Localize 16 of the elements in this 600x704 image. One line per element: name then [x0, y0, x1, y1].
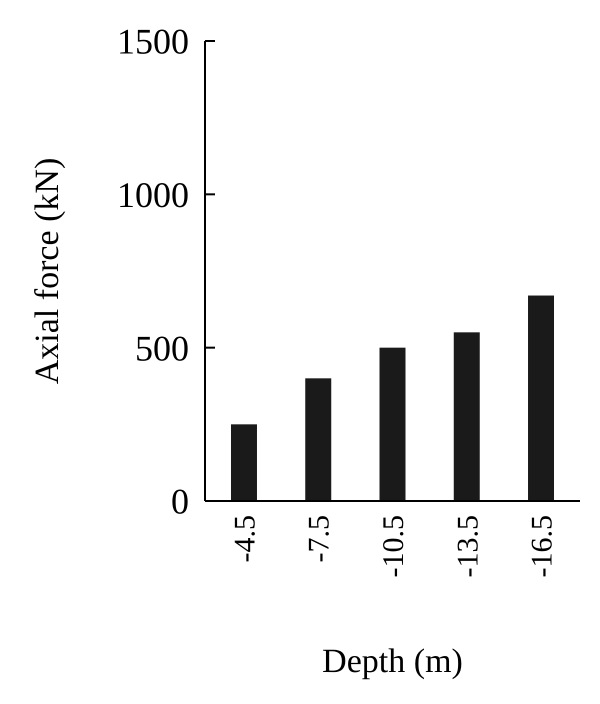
y-tick-label: 1000	[117, 174, 189, 215]
bar	[230, 424, 257, 501]
y-tick-label: 500	[135, 328, 189, 368]
x-tick-label: -16.5	[526, 515, 559, 578]
x-tick-label: -10.5	[377, 515, 410, 578]
x-tick-label: -13.5	[451, 515, 484, 578]
bar	[380, 348, 406, 501]
x-tick-label: -7.5	[302, 515, 336, 562]
bar	[528, 296, 554, 501]
y-tick-label: 1500	[117, 22, 189, 62]
x-tick-label: -4.5	[228, 515, 262, 562]
bar	[454, 332, 480, 501]
bar	[305, 378, 332, 501]
x-axis-title: Depth (m)	[322, 643, 463, 680]
y-tick-label: 0	[171, 482, 189, 522]
y-axis-title: Axial force (kN)	[29, 158, 66, 384]
